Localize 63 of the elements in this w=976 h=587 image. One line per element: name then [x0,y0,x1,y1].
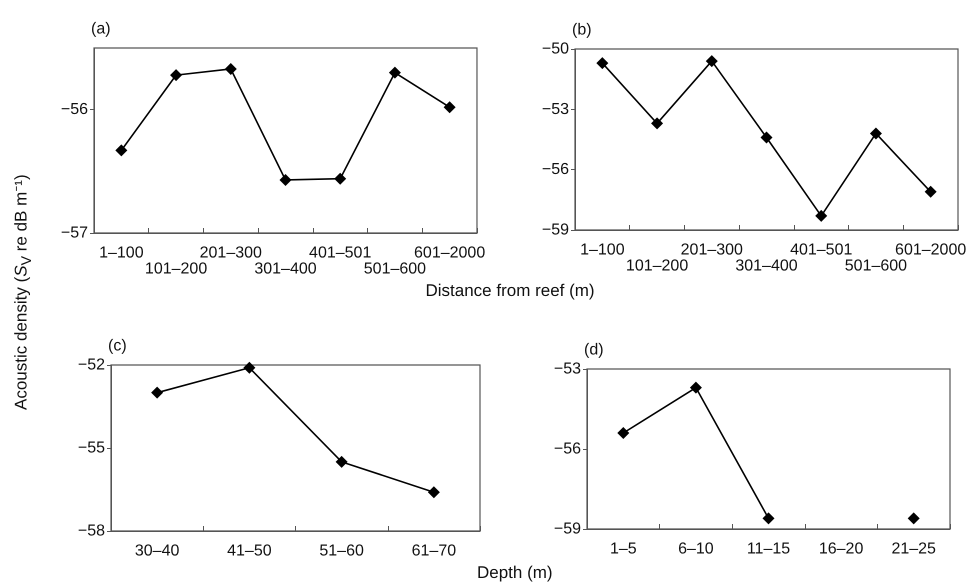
x-tick-label: 501–600 [844,258,908,274]
y-tick-label: −59 [554,520,582,538]
y-tick-label: −56 [60,101,88,118]
chart-title: (c) [108,338,127,354]
point [388,66,401,79]
point [170,69,182,82]
y-tick-label: −56 [542,161,570,178]
x-tick-label: 1–100 [580,242,625,258]
y-tick-label: −53 [554,360,582,378]
x-tick-label: 41–50 [227,542,272,560]
x-tick-label: 30–40 [134,542,180,560]
point [690,382,702,394]
x-tick-label: 11–15 [746,540,790,558]
chart-title: (b) [572,22,592,38]
y-tick-label: −50 [542,40,570,58]
y-tick-label: −58 [78,522,106,540]
x-tick-label: 401–501 [790,242,852,258]
y-tick-label: −52 [78,356,106,374]
y-tick-label: −56 [554,440,582,458]
x-tick-label: 51–60 [319,542,364,560]
x-tick-label: 401–501 [309,244,372,262]
x-tick-label: 1–100 [99,244,144,262]
x-tick-label: 1–5 [610,540,637,558]
point [444,101,456,114]
x-tick-label: 101–200 [626,258,688,274]
x-tick-label: 6–10 [678,540,714,558]
chart-title: (a) [91,20,111,38]
chart-title: (d) [584,342,604,358]
x-tick-label: 101–200 [144,260,208,278]
point [279,174,292,186]
point [428,486,440,498]
point [115,144,128,156]
x-tick-label: 601–2000 [414,244,486,262]
y-tick-label: −55 [78,440,106,456]
point [651,117,664,130]
x-axis-title: Distance from reef (m) [426,281,595,301]
x-tick-label: 201–300 [200,244,262,262]
x-tick-label: 601–2000 [895,242,966,258]
x-tick-label: 21–25 [891,540,936,558]
point [596,57,608,70]
point [762,512,774,524]
point [924,186,937,198]
x-tick-label: 201–300 [680,242,744,258]
point [336,456,348,468]
x-tick-label: 61–70 [412,542,456,560]
point [243,362,256,374]
point [760,131,772,144]
point [815,210,828,222]
y-tick-label: −53 [542,100,570,118]
x-axis-title: Depth (m) [477,563,553,583]
point [706,55,718,68]
x-tick-label: 16–20 [818,540,864,558]
point [334,172,346,185]
point [151,386,164,399]
x-tick-label: 501–600 [364,260,426,278]
point [908,512,920,524]
y-tick-label: −59 [542,222,570,238]
point [870,127,882,140]
y-tick-label: −57 [60,224,88,242]
x-tick-label: 301–400 [254,260,317,278]
x-tick-label: 301–400 [735,258,798,274]
point [617,427,630,439]
point [224,62,237,75]
